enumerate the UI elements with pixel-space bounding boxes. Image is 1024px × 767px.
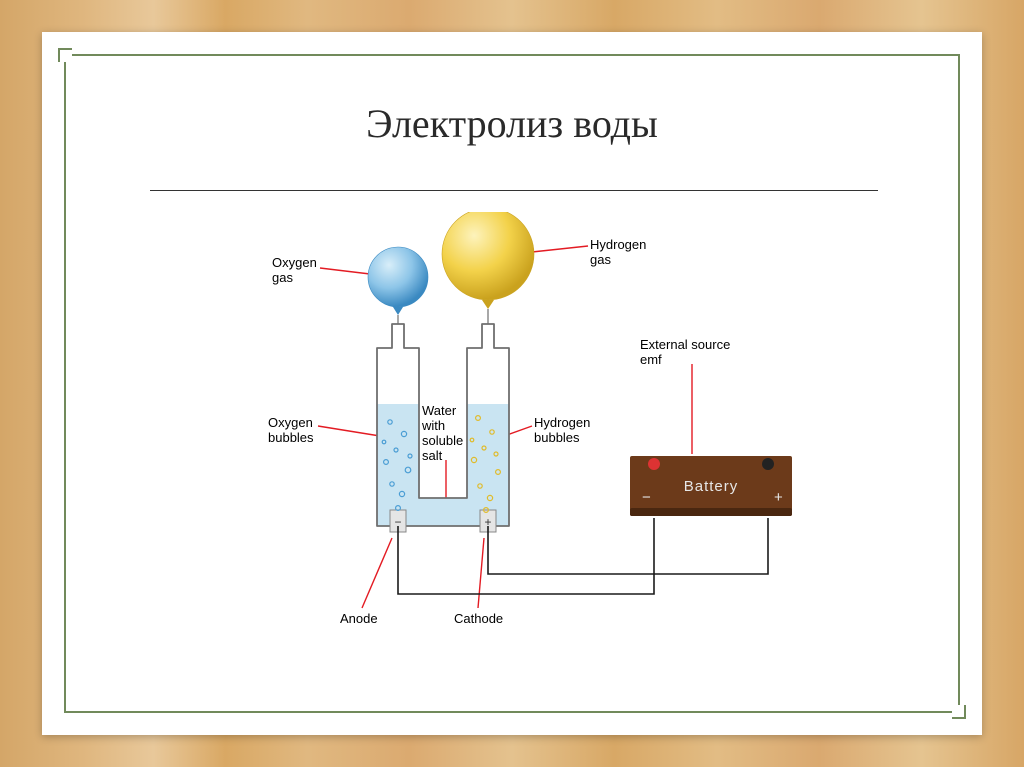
diagram-svg: −+Battery−+ (252, 212, 812, 642)
label-hydrogen-bubbles: Hydrogen bubbles (534, 416, 590, 446)
svg-text:Battery: Battery (684, 478, 739, 495)
svg-text:+: + (774, 489, 783, 506)
svg-text:−: − (642, 489, 651, 506)
label-hydrogen-gas: Hydrogen gas (590, 238, 646, 268)
electrolysis-diagram: −+Battery−+ Oxygen gas Hydrogen gas Exte… (252, 212, 812, 642)
label-oxygen-bubbles: Oxygen bubbles (268, 416, 314, 446)
label-anode: Anode (340, 612, 378, 627)
label-external-source: External source emf (640, 338, 730, 368)
slide-title: Электролиз воды (42, 100, 982, 147)
label-water-salt: Water with soluble salt (422, 404, 463, 464)
label-oxygen-gas: Oxygen gas (272, 256, 317, 286)
label-cathode: Cathode (454, 612, 503, 627)
title-divider (150, 190, 878, 191)
slide: Электролиз воды −+Battery−+ Oxygen gas H… (42, 32, 982, 735)
